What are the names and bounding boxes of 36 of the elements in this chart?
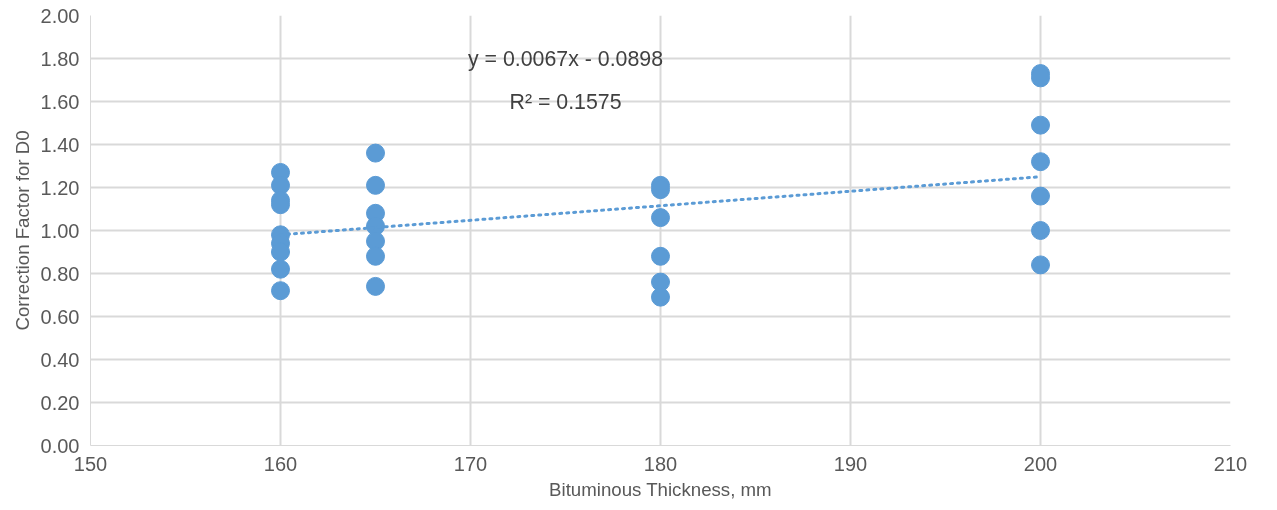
- point: [1031, 115, 1050, 135]
- annotation: y = 0.0067x - 0.0898: [467, 46, 664, 71]
- x-tick-label: 200: [1023, 452, 1058, 475]
- y-axis-title: Correction Factor for D0: [11, 130, 33, 331]
- point: [366, 143, 385, 163]
- x-axis-title: Bituminous Thickness, mm: [549, 478, 772, 500]
- y-tick-label: 0.20: [40, 391, 80, 414]
- point: [651, 272, 670, 292]
- y-tick-label: 2.00: [40, 4, 80, 27]
- point: [271, 259, 290, 279]
- x-tick-label: 190: [833, 452, 868, 475]
- y-tick-label: 1.00: [40, 219, 80, 242]
- x-tick-label: 170: [453, 452, 488, 475]
- y-tick-label: 0.60: [40, 305, 80, 328]
- y-tick-label: 1.80: [40, 47, 80, 70]
- y-tick-label: 0.40: [40, 348, 80, 371]
- point: [1031, 186, 1050, 206]
- point: [366, 175, 385, 195]
- point: [651, 208, 670, 228]
- x-tick-label: 210: [1213, 452, 1248, 475]
- point: [271, 281, 290, 301]
- point: [366, 276, 385, 296]
- point: [1031, 221, 1050, 240]
- x-tick-label: 180: [643, 452, 678, 475]
- point: [366, 231, 385, 251]
- point: [1031, 255, 1050, 275]
- annotation: R² = 0.1575: [509, 89, 622, 114]
- point: [651, 246, 670, 266]
- y-tick-label: 1.40: [40, 133, 80, 156]
- point: [651, 287, 670, 307]
- point: [1031, 152, 1050, 172]
- point: [366, 246, 385, 266]
- y-tick-label: 1.20: [40, 176, 80, 199]
- x-tick-label: 160: [263, 452, 298, 475]
- y-tick-label: 1.60: [40, 90, 80, 113]
- y-tick-label: 0.80: [40, 262, 80, 285]
